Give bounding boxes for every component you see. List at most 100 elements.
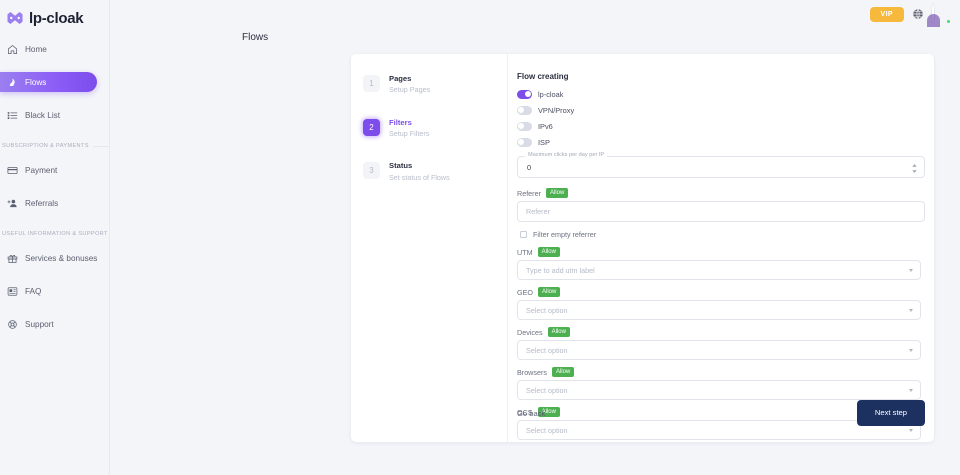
chevron-down-icon <box>909 388 913 392</box>
max-clicks-field[interactable]: Maximum clicks per day per IP 0 <box>517 152 925 178</box>
chevron-down-icon <box>909 428 913 432</box>
step-pages[interactable]: 1 Pages Setup Pages <box>363 74 507 96</box>
brand-logo[interactable]: lp-cloak <box>0 0 109 28</box>
sidebar-section-support: USEFUL INFORMATION & SUPPORT <box>0 231 109 237</box>
ocs-label: OCS <box>517 407 533 417</box>
sidebar-item-label: Payment <box>25 165 58 175</box>
geo-placeholder: Select option <box>526 305 568 315</box>
page-title: Flows <box>242 32 269 43</box>
referer-label: Referer <box>517 188 541 198</box>
sidebar-item-faq[interactable]: FAQ <box>0 281 109 301</box>
toggle-ipv6[interactable]: IPv6 <box>517 121 925 132</box>
go-back-button[interactable]: Go back <box>517 408 546 418</box>
mask-icon <box>7 12 23 24</box>
sidebar-section-subscription: SUBSCRIPTION & PAYMENTS <box>0 143 109 149</box>
sidebar-item-flows[interactable]: Flows <box>0 72 97 92</box>
max-clicks-legend: Maximum clicks per day per IP <box>525 152 608 159</box>
max-clicks-value: 0 <box>527 163 532 172</box>
next-step-button[interactable]: Next step <box>856 400 925 426</box>
toggle-vpn-proxy[interactable]: VPN/Proxy <box>517 105 925 116</box>
toggle-label: VPN/Proxy <box>538 106 575 115</box>
step-subtitle: Setup Filters <box>389 128 430 138</box>
faq-icon <box>7 286 18 296</box>
sidebar-item-label: Flows <box>25 77 47 87</box>
stepper: 1 Pages Setup Pages 2 Filters Setup Filt… <box>351 54 508 442</box>
devices-label-row: Devices Allow <box>517 327 925 337</box>
devices-label: Devices <box>517 327 543 337</box>
toggle-label: lp-cloak <box>538 90 564 99</box>
ocs-label-row: OCS Allow <box>517 407 925 417</box>
step-title: Filters <box>389 117 412 127</box>
chevron-down-icon <box>909 348 913 352</box>
sidebar-item-label: FAQ <box>25 286 42 296</box>
sidebar-nav: Home Flows <box>0 39 109 334</box>
form-title: Flow creating <box>517 72 569 81</box>
sidebar-section-label: USEFUL INFORMATION & SUPPORT <box>2 231 108 237</box>
toggle-switch[interactable] <box>517 90 532 99</box>
toggle-switch[interactable] <box>517 106 532 115</box>
geo-allow-badge[interactable]: Allow <box>537 287 561 297</box>
page-header: Flows <box>110 32 960 43</box>
step-filters[interactable]: 2 Filters Setup Filters <box>363 118 507 140</box>
gift-icon <box>7 254 18 263</box>
home-icon <box>7 44 18 54</box>
ocs-allow-badge[interactable]: Allow <box>537 407 560 417</box>
topbar: VIP <box>110 0 960 28</box>
devices-placeholder: Select option <box>526 345 568 355</box>
devices-allow-badge[interactable]: Allow <box>547 327 570 337</box>
divider <box>92 145 109 147</box>
step-title: Pages <box>389 74 412 83</box>
ocs-select[interactable]: Select option <box>517 420 921 440</box>
toggle-lp-cloak[interactable]: lp-cloak <box>517 89 925 100</box>
toggle-isp[interactable]: ISP <box>517 137 925 148</box>
checkbox-box[interactable] <box>520 231 527 238</box>
geo-select[interactable]: Select option <box>517 300 921 320</box>
sidebar-item-label: Referrals <box>25 198 59 208</box>
avatar[interactable] <box>932 4 951 24</box>
toggle-switch[interactable] <box>517 122 532 131</box>
geo-label-row: GEO Allow <box>517 287 925 297</box>
step-number: 3 <box>363 162 380 180</box>
sidebar-item-label: Support <box>25 319 54 329</box>
number-stepper[interactable] <box>911 163 918 174</box>
brand-name: lp-cloak <box>29 9 84 27</box>
flow-creating-card: 1 Pages Setup Pages 2 Filters Setup Filt… <box>351 54 934 442</box>
sidebar-item-black-list[interactable]: Black List <box>0 105 109 125</box>
sidebar-item-referrals[interactable]: Referrals <box>0 193 109 213</box>
step-title: Status <box>389 161 413 171</box>
referer-label-row: Referer Allow <box>517 188 925 198</box>
chevron-down-icon <box>909 268 913 272</box>
geo-label: GEO <box>517 287 533 297</box>
browsers-allow-badge[interactable]: Allow <box>551 367 575 377</box>
credit-card-icon <box>7 166 18 174</box>
filter-empty-referrer-checkbox[interactable]: Filter empty referrer <box>520 230 925 239</box>
devices-select[interactable]: Select option <box>517 340 921 360</box>
browsers-select[interactable]: Select option <box>517 380 921 400</box>
sidebar-item-services-bonuses[interactable]: Services & bonuses <box>0 248 109 268</box>
sidebar: lp-cloak Home Flows <box>0 0 110 475</box>
utm-allow-badge[interactable]: Allow <box>537 247 560 257</box>
support-icon <box>8 319 17 329</box>
add-user-icon <box>7 199 17 207</box>
sidebar-item-home[interactable]: Home <box>0 39 109 59</box>
online-status-dot <box>946 19 951 24</box>
toggle-switch[interactable] <box>517 138 532 147</box>
utm-select[interactable]: Type to add utm label <box>517 260 921 280</box>
step-status[interactable]: 3 Status Set status of Flows <box>363 161 507 183</box>
referer-allow-badge[interactable]: Allow <box>545 188 569 198</box>
step-subtitle: Setup Pages <box>389 85 431 95</box>
referer-input[interactable]: Referer <box>517 201 925 222</box>
list-icon <box>7 111 18 119</box>
utm-label-row: UTM Allow <box>517 247 925 257</box>
referer-placeholder: Referer <box>526 207 550 216</box>
toggle-label: ISP <box>538 138 550 147</box>
toggle-label: IPv6 <box>538 122 553 131</box>
sidebar-item-payment[interactable]: Payment <box>0 160 109 180</box>
step-number: 1 <box>363 75 380 92</box>
chevron-down-icon <box>909 308 913 312</box>
vip-badge[interactable]: VIP <box>869 6 904 22</box>
sidebar-item-support[interactable]: Support <box>0 314 109 334</box>
globe-icon[interactable] <box>912 8 924 20</box>
main-area: VIP Flows 1 Pages Setup Pages <box>110 0 960 475</box>
